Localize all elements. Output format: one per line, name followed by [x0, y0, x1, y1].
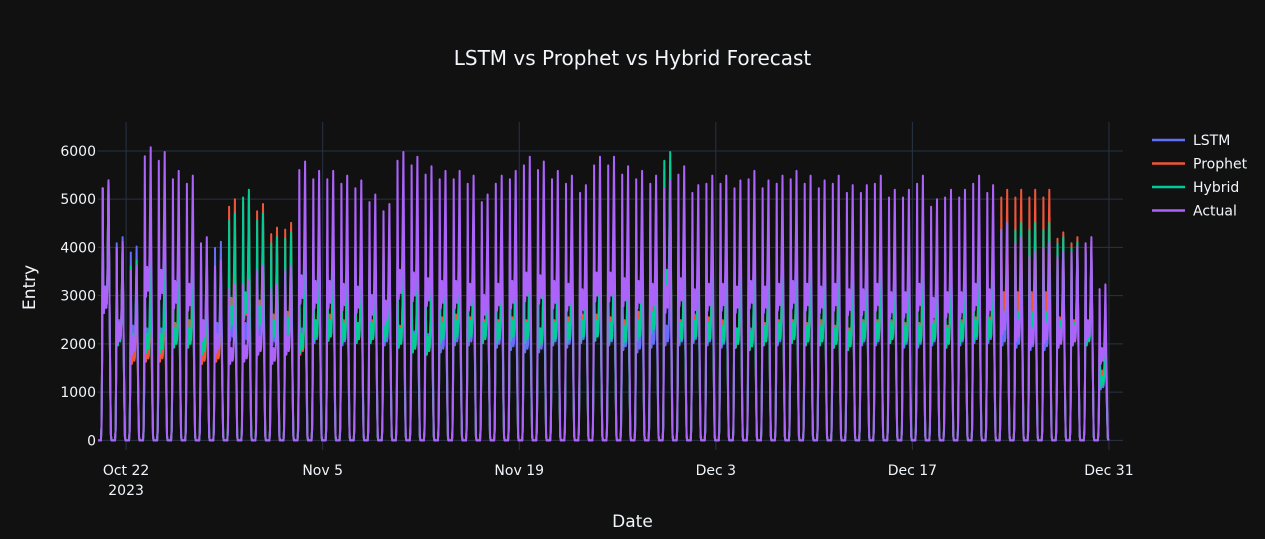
x-tick-label: Dec 31	[1084, 463, 1133, 479]
y-tick-label: 1000	[60, 385, 96, 401]
series-actual	[97, 146, 1110, 442]
x-tick-label: Dec 17	[888, 463, 937, 479]
series-lines	[97, 146, 1110, 442]
x-tick-label: Nov 5	[302, 463, 343, 479]
x-tick-label: Oct 22	[103, 463, 149, 479]
x-tick-label: Nov 19	[494, 463, 544, 479]
legend-label: Actual	[1193, 204, 1237, 220]
legend: LSTM Prophet Hybrid Actual	[1152, 133, 1248, 220]
legend-label: Prophet	[1193, 157, 1248, 173]
x-tick-label: Dec 3	[696, 463, 736, 479]
y-tick-label: 2000	[60, 337, 96, 353]
legend-label: LSTM	[1193, 133, 1230, 149]
y-tick-label: 0	[87, 433, 96, 449]
chart-title: LSTM vs Prophet vs Hybrid Forecast	[453, 46, 812, 70]
x-axis-ticks: Oct 22 2023 Nov 5 Nov 19 Dec 3 Dec 17 Dec 31	[103, 463, 1134, 499]
x-tick-year: 2023	[108, 483, 144, 499]
x-axis-title: Date	[612, 512, 653, 532]
y-axis-title: Entry	[20, 264, 40, 310]
y-tick-label: 5000	[60, 192, 96, 208]
y-tick-label: 3000	[60, 289, 96, 305]
y-tick-label: 6000	[60, 144, 96, 160]
y-axis-ticks: 0 1000 2000 3000 4000 5000 6000	[60, 144, 96, 449]
legend-label: Hybrid	[1193, 180, 1239, 196]
y-tick-label: 4000	[60, 240, 96, 256]
grid	[98, 122, 1123, 450]
